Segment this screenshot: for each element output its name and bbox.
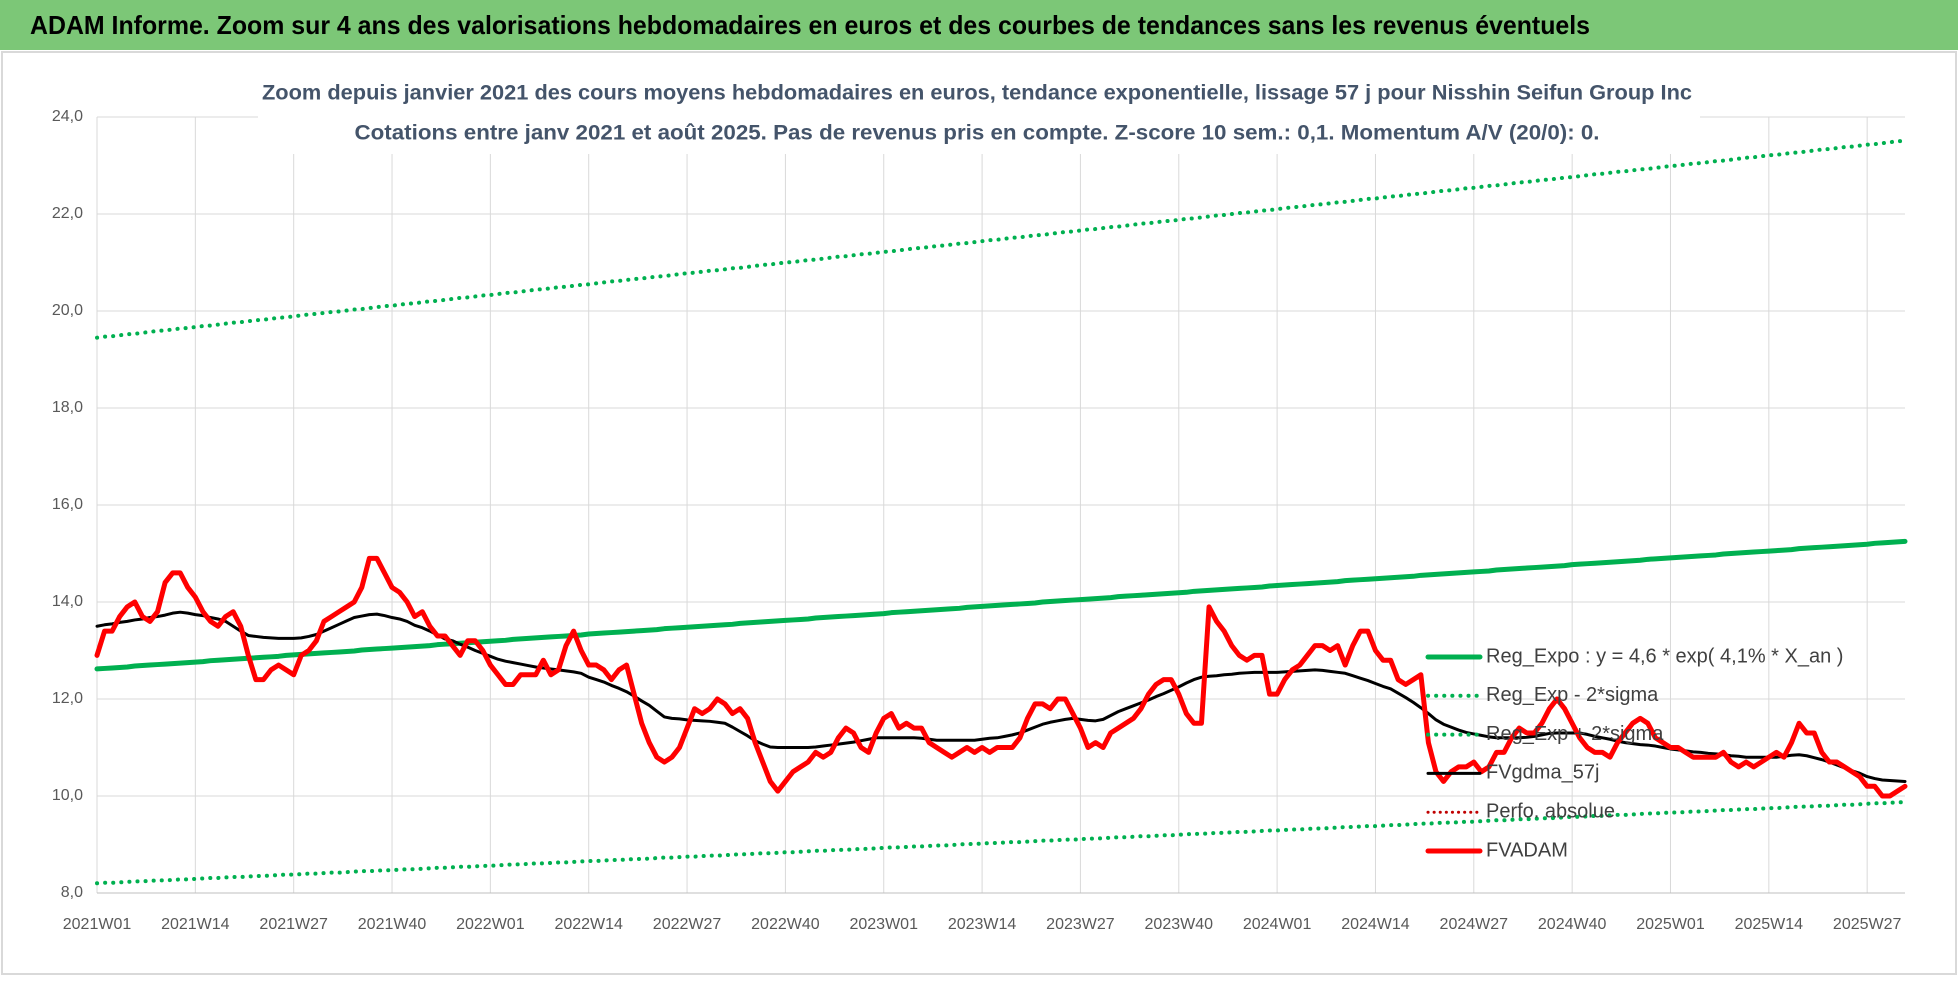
x-tick-label: 2025W27 xyxy=(1833,916,1902,933)
x-tick-label: 2023W14 xyxy=(948,916,1017,933)
y-tick-label: 12,0 xyxy=(52,690,83,707)
x-tick-label: 2024W01 xyxy=(1243,916,1312,933)
y-tick-label: 14,0 xyxy=(52,593,83,610)
legend-label: Perfo. absolue xyxy=(1486,800,1615,822)
header-title: ADAM Informe. Zoom sur 4 ans des valoris… xyxy=(30,10,1590,40)
x-tick-label: 2022W27 xyxy=(653,916,722,933)
x-tick-label: 2024W14 xyxy=(1341,916,1410,933)
x-tick-label: 2025W01 xyxy=(1636,916,1705,933)
x-tick-label: 2024W27 xyxy=(1440,916,1509,933)
y-tick-label: 20,0 xyxy=(52,302,83,319)
plot xyxy=(94,138,1908,886)
x-tick-label: 2022W40 xyxy=(751,916,820,933)
x-tick-label: 2025W14 xyxy=(1735,916,1804,933)
header-bar xyxy=(0,0,1958,50)
series-line xyxy=(94,538,1908,672)
y-tick-label: 8,0 xyxy=(61,884,83,901)
x-tick-label: 2021W01 xyxy=(63,916,132,933)
chart-title: Zoom depuis janvier 2021 des cours moyen… xyxy=(262,82,1692,105)
x-tick-label: 2021W40 xyxy=(358,916,427,933)
title-background xyxy=(258,74,1700,154)
series-line xyxy=(94,555,1908,799)
series-line xyxy=(95,138,1907,340)
series-line xyxy=(95,800,1907,886)
chart-subtitle: Cotations entre janv 2021 et août 2025. … xyxy=(355,122,1600,145)
legend-label: Reg_Exp - 2*sigma xyxy=(1486,684,1659,706)
x-tick-label: 2021W27 xyxy=(259,916,328,933)
series-line xyxy=(95,610,1907,783)
legend-label: FVADAM xyxy=(1486,839,1568,861)
y-tick-label: 24,0 xyxy=(52,108,83,125)
x-tick-label: 2021W14 xyxy=(161,916,230,933)
x-tick-label: 2022W01 xyxy=(456,916,525,933)
x-tick-label: 2023W27 xyxy=(1046,916,1115,933)
legend: Reg_Expo : y = 4,6 * exp( 4,1% * X_an ) R… xyxy=(1425,645,1843,861)
y-tick-label: 22,0 xyxy=(52,205,83,222)
x-tick-label: 2023W40 xyxy=(1145,916,1214,933)
x-tick-label: 2023W01 xyxy=(849,916,918,933)
y-tick-label: 18,0 xyxy=(52,399,83,416)
x-tick-label: 2024W40 xyxy=(1538,916,1607,933)
legend-label: Reg_Expo : y = 4,6 * exp( 4,1% * X_an ) xyxy=(1486,645,1843,667)
chart-frame xyxy=(1,51,1957,975)
legend-label: Reg_Exp + 2*sigma xyxy=(1486,723,1664,745)
legend-label: FVgdma_57j xyxy=(1486,762,1599,784)
y-tick-label: 10,0 xyxy=(52,787,83,804)
y-tick-label: 16,0 xyxy=(52,496,83,513)
x-tick-label: 2022W14 xyxy=(554,916,623,933)
